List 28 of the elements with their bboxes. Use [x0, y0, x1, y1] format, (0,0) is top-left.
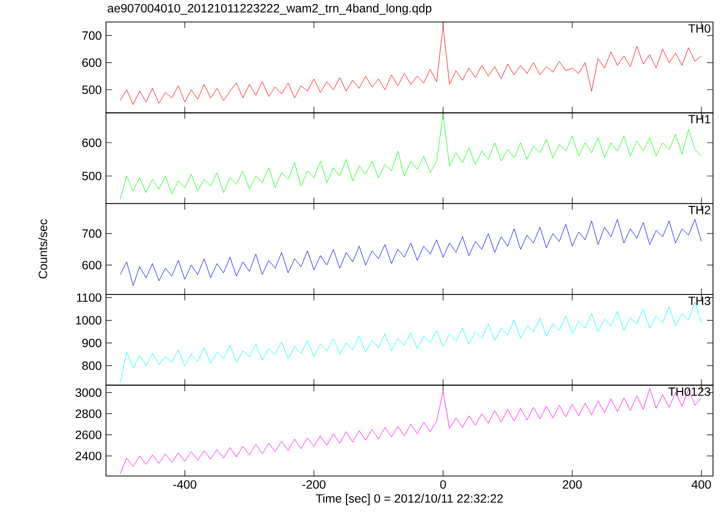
y-tick-label: 700: [82, 229, 102, 238]
chart-title: ae907004010_20121011223222_wam2_trn_4band_long.qdp: [108, 4, 432, 15]
y-tick-label: 600: [82, 138, 102, 147]
y-tick-label: 800: [82, 361, 102, 370]
x-tick-label: 200: [562, 480, 582, 489]
y-tick-label: 2800: [76, 409, 102, 418]
x-axis-title: Time [sec] 0 = 2012/10/11 22:32:22: [316, 494, 503, 506]
y-tick-label: 2600: [76, 430, 102, 440]
annotation: TH0: [688, 24, 710, 33]
x-tick-label: 400: [692, 480, 711, 489]
y-tick-label: 900: [82, 338, 102, 348]
x-tick-label: 0: [440, 480, 446, 489]
y-tick-label: 1100: [76, 293, 102, 302]
y-axis-title: Counts/sec: [38, 219, 48, 278]
y-tick-label: 600: [82, 260, 102, 270]
x-tick-label: -400: [173, 480, 196, 489]
y-tick-label: 500: [82, 172, 102, 180]
annotation: TH1: [688, 115, 710, 124]
x-tick-label: -200: [302, 480, 326, 489]
annotation: TH2: [688, 206, 710, 214]
line-series: [120, 219, 702, 286]
y-tick-label: 700: [82, 31, 102, 40]
annotation: TH3: [688, 296, 710, 306]
y-tick-label: 3000: [76, 388, 102, 397]
y-tick-label: 600: [82, 58, 102, 67]
y-tick-label: 2400: [76, 452, 102, 460]
y-tick-label: 1000: [76, 316, 102, 325]
y-tick-label: 500: [82, 86, 102, 94]
